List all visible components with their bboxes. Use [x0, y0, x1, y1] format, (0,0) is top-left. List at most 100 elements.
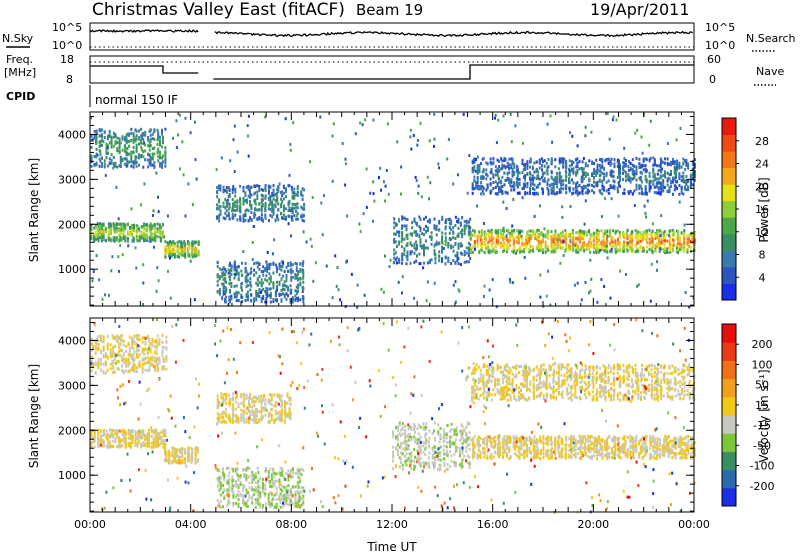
heatmap-cell — [409, 135, 412, 139]
heatmap-cell — [653, 158, 656, 162]
heatmap-cell — [118, 443, 121, 447]
heatmap-cell — [183, 240, 186, 244]
heatmap-cell — [463, 253, 466, 257]
heatmap-cell — [554, 178, 557, 182]
heatmap-cell — [159, 139, 161, 143]
heatmap-cell — [480, 246, 483, 250]
heatmap-cell — [268, 264, 271, 268]
heatmap-cell — [418, 252, 421, 256]
heatmap-cell — [510, 178, 513, 182]
heatmap-cell — [398, 219, 401, 223]
heatmap-cell — [112, 156, 115, 159]
heatmap-cell — [479, 235, 482, 239]
heatmap-cell — [110, 142, 113, 146]
heatmap-cell — [180, 247, 183, 250]
heatmap-cell — [255, 294, 258, 298]
heatmap-cell — [358, 222, 361, 226]
heatmap-cell — [274, 202, 277, 206]
heatmap-cell — [513, 188, 516, 192]
heatmap-cell — [162, 138, 164, 142]
heatmap-cell — [582, 237, 585, 241]
heatmap-cell — [222, 216, 225, 220]
heatmap-cell — [585, 247, 588, 251]
heatmap-cell — [529, 181, 532, 185]
heatmap-cell — [134, 161, 137, 165]
heatmap-cell — [609, 228, 612, 232]
freq-line — [213, 64, 694, 80]
heatmap-cell — [110, 145, 113, 149]
heatmap-cell — [425, 239, 427, 243]
heatmap-cell — [149, 163, 152, 167]
heatmap-cell — [107, 293, 110, 297]
heatmap-cell — [372, 192, 375, 196]
heatmap-cell — [495, 305, 498, 309]
heatmap-cell — [504, 165, 507, 169]
heatmap-cell — [598, 164, 601, 167]
heatmap-cell — [117, 217, 120, 221]
heatmap-cell — [619, 269, 622, 273]
heatmap-cell — [618, 159, 620, 163]
heatmap-cell — [622, 168, 624, 172]
heatmap-cell — [112, 131, 115, 135]
heatmap-cell — [143, 237, 145, 241]
heatmap-cell — [476, 239, 479, 243]
heatmap-cell — [558, 175, 561, 179]
heatmap-cell — [131, 434, 134, 438]
heatmap-cell — [640, 190, 643, 194]
heatmap-cell — [644, 157, 647, 161]
heatmap-cell — [135, 160, 138, 164]
heatmap-cell — [503, 229, 506, 233]
heatmap-cell — [229, 300, 231, 304]
heatmap-cell — [461, 228, 464, 232]
heatmap-cell — [516, 249, 519, 253]
heatmap-cell — [495, 233, 498, 237]
heatmap-cell — [125, 136, 128, 140]
heatmap-cell — [425, 229, 427, 233]
heatmap-cell — [678, 238, 681, 241]
heatmap-cell — [216, 275, 219, 279]
heatmap-cell — [287, 288, 289, 292]
colorbar-tick-label: 28 — [755, 135, 769, 148]
heatmap-cell — [187, 247, 189, 251]
heatmap-cell — [93, 429, 96, 433]
heatmap-cell — [293, 203, 296, 207]
heatmap-cell — [127, 442, 130, 446]
heatmap-cell — [456, 256, 459, 260]
heatmap-cell — [641, 249, 644, 253]
heatmap-cell — [556, 191, 559, 195]
heatmap-cell — [631, 234, 634, 238]
heatmap-cell — [561, 245, 564, 249]
heatmap-cell — [490, 239, 493, 242]
heatmap-cell — [538, 182, 541, 186]
power-frame — [89, 111, 695, 307]
heatmap-cell — [134, 157, 137, 161]
heatmap-cell — [219, 212, 222, 216]
heatmap-cell — [130, 152, 133, 156]
heatmap-cell — [140, 225, 143, 229]
heatmap-cell — [410, 147, 413, 151]
heatmap-cell — [575, 158, 578, 162]
heatmap-cell — [457, 173, 459, 177]
heatmap-cell — [191, 203, 194, 207]
heatmap-cell — [269, 195, 272, 199]
heatmap-cell — [294, 298, 297, 302]
heatmap-cell — [476, 155, 479, 159]
heatmap-cell — [272, 203, 275, 207]
heatmap-cell — [644, 211, 647, 215]
heatmap-cell — [423, 250, 425, 254]
heatmap-cell — [278, 182, 281, 186]
heatmap-cell — [169, 249, 172, 253]
heatmap-cell — [488, 236, 491, 240]
heatmap-cell — [547, 233, 550, 237]
heatmap-cell — [148, 224, 151, 228]
heatmap-cell — [221, 275, 224, 279]
heatmap-cell — [195, 240, 198, 244]
heatmap-cell — [666, 233, 669, 236]
heatmap-cell — [193, 251, 196, 255]
heatmap-cell — [334, 254, 337, 258]
heatmap-cell — [276, 195, 279, 199]
heatmap-cell — [428, 218, 431, 222]
heatmap-cell — [107, 229, 110, 233]
heatmap-cell — [562, 240, 565, 244]
heatmap-cell — [266, 265, 269, 269]
